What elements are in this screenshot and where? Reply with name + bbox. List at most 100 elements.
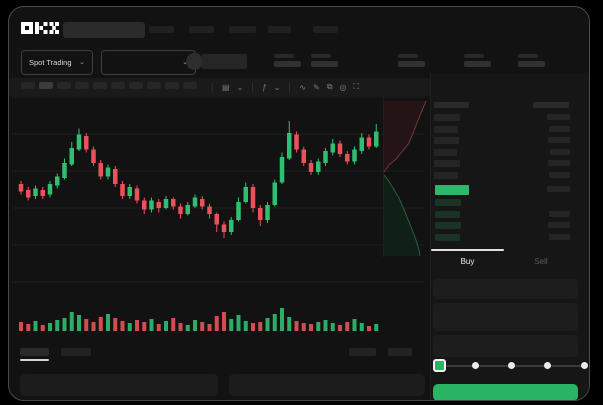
volume-bar (222, 312, 226, 331)
candle-body (120, 184, 125, 196)
slider-handle[interactable] (433, 359, 446, 372)
interval-button[interactable] (165, 82, 179, 89)
interval-button[interactable] (147, 82, 161, 89)
market-type-dropdown[interactable]: Spot Trading ⌄ (21, 50, 93, 75)
interval-button[interactable] (93, 82, 107, 89)
stat-value-placeholder (518, 61, 545, 67)
nav-item-placeholder[interactable] (268, 26, 291, 33)
volume-bar (69, 312, 74, 331)
candle-body (185, 205, 190, 214)
candle-body (345, 154, 350, 162)
volume-bar (359, 323, 364, 331)
candle-body (272, 182, 277, 205)
bottom-tab-2[interactable] (61, 348, 91, 356)
volume-bar (98, 317, 103, 331)
interval-button[interactable] (21, 82, 35, 89)
chart-type-icon[interactable]: ▤ (222, 82, 230, 92)
divider: │ (287, 82, 293, 92)
candle-body (243, 187, 248, 202)
candle-body (142, 200, 147, 210)
candle-body (156, 202, 161, 208)
volume-bar (164, 321, 168, 331)
volume-bar (287, 317, 292, 331)
nav-item-placeholder[interactable] (149, 26, 174, 33)
tab-sell[interactable]: Sell (534, 256, 548, 266)
bottom-action-placeholder-1[interactable] (349, 348, 376, 356)
price-field[interactable] (433, 279, 578, 299)
candle-body (163, 199, 169, 208)
bid-price-placeholder[interactable] (435, 211, 460, 218)
draw-icon[interactable]: ✎ (313, 82, 320, 92)
candle-body (55, 176, 60, 186)
candle-body (323, 151, 328, 163)
ask-price-placeholder[interactable] (434, 137, 459, 144)
interval-button[interactable] (111, 82, 125, 89)
volume-bar (106, 314, 110, 331)
bottom-action-placeholder-2[interactable] (388, 348, 412, 356)
bottom-tab-1[interactable] (20, 348, 49, 356)
candle-body (316, 161, 321, 172)
amount-field[interactable] (433, 303, 578, 331)
nav-item-placeholder[interactable] (313, 26, 338, 33)
ask-price-placeholder[interactable] (434, 172, 458, 179)
depth-asks-area (384, 101, 426, 172)
ask-amount-placeholder (548, 137, 570, 143)
candle-body (337, 143, 343, 154)
settings-icon[interactable]: ◎ (339, 82, 347, 92)
volume-bar (48, 323, 52, 331)
volume-bar (345, 322, 350, 331)
candle-body (214, 214, 219, 225)
slider-stop-dot[interactable] (508, 362, 515, 369)
bid-price-placeholder[interactable] (435, 222, 461, 229)
nav-item-placeholder[interactable] (189, 26, 214, 33)
search-input[interactable] (63, 22, 145, 38)
slider-stop-dot[interactable] (544, 362, 552, 369)
total-field[interactable] (433, 335, 578, 357)
ask-amount-placeholder (547, 114, 570, 120)
chevron-down-icon: ⌄ (182, 59, 188, 66)
candlestick-chart[interactable] (9, 91, 429, 337)
interval-button[interactable] (129, 82, 143, 89)
chevron-down-icon[interactable]: ⌄ (273, 82, 281, 92)
slider-stop-dot[interactable] (471, 362, 479, 369)
candle-body (366, 137, 372, 147)
ask-price-placeholder[interactable] (434, 114, 460, 121)
bid-price-placeholder[interactable] (435, 234, 460, 241)
nav-item-placeholder[interactable] (229, 26, 256, 33)
indicator-icon[interactable]: ƒ (262, 82, 267, 92)
volume-bar (323, 320, 328, 331)
panel-divider (430, 73, 431, 400)
tab-buy[interactable]: Buy (460, 256, 475, 266)
slider-stop-dot[interactable] (580, 362, 588, 369)
interval-button[interactable] (183, 82, 197, 89)
candle-body (98, 163, 103, 177)
volume-bar (171, 318, 176, 331)
volume-bar (19, 322, 23, 331)
volume-bar (33, 321, 38, 331)
candle-body (84, 136, 89, 150)
interval-button[interactable] (39, 82, 53, 89)
candle-body (40, 190, 45, 196)
candle-body (33, 188, 38, 196)
divider: │ (250, 82, 256, 92)
fullscreen-icon[interactable]: ⛶ (353, 82, 360, 91)
volume-bar (156, 324, 161, 331)
ask-price-placeholder[interactable] (434, 126, 458, 133)
volume-bar (243, 321, 248, 331)
candle-body (265, 205, 270, 220)
candle-body (47, 184, 53, 195)
chevron-down-icon[interactable]: ⌄ (236, 82, 244, 92)
pair-dropdown[interactable]: ⌄ (101, 50, 196, 75)
ask-price-placeholder[interactable] (434, 160, 460, 167)
bid-price-placeholder[interactable] (435, 199, 461, 206)
line-tool-icon[interactable]: ∿ (299, 82, 307, 92)
buy-submit-button[interactable] (433, 384, 578, 400)
ask-amount-placeholder (549, 126, 570, 132)
interval-button[interactable] (75, 82, 89, 89)
volume-bar (178, 323, 183, 331)
camera-icon[interactable]: ⧉ (326, 82, 333, 91)
interval-button[interactable] (57, 82, 71, 89)
ask-price-placeholder[interactable] (434, 149, 457, 156)
stat-label-placeholder (464, 54, 484, 58)
candle-body (236, 202, 241, 220)
